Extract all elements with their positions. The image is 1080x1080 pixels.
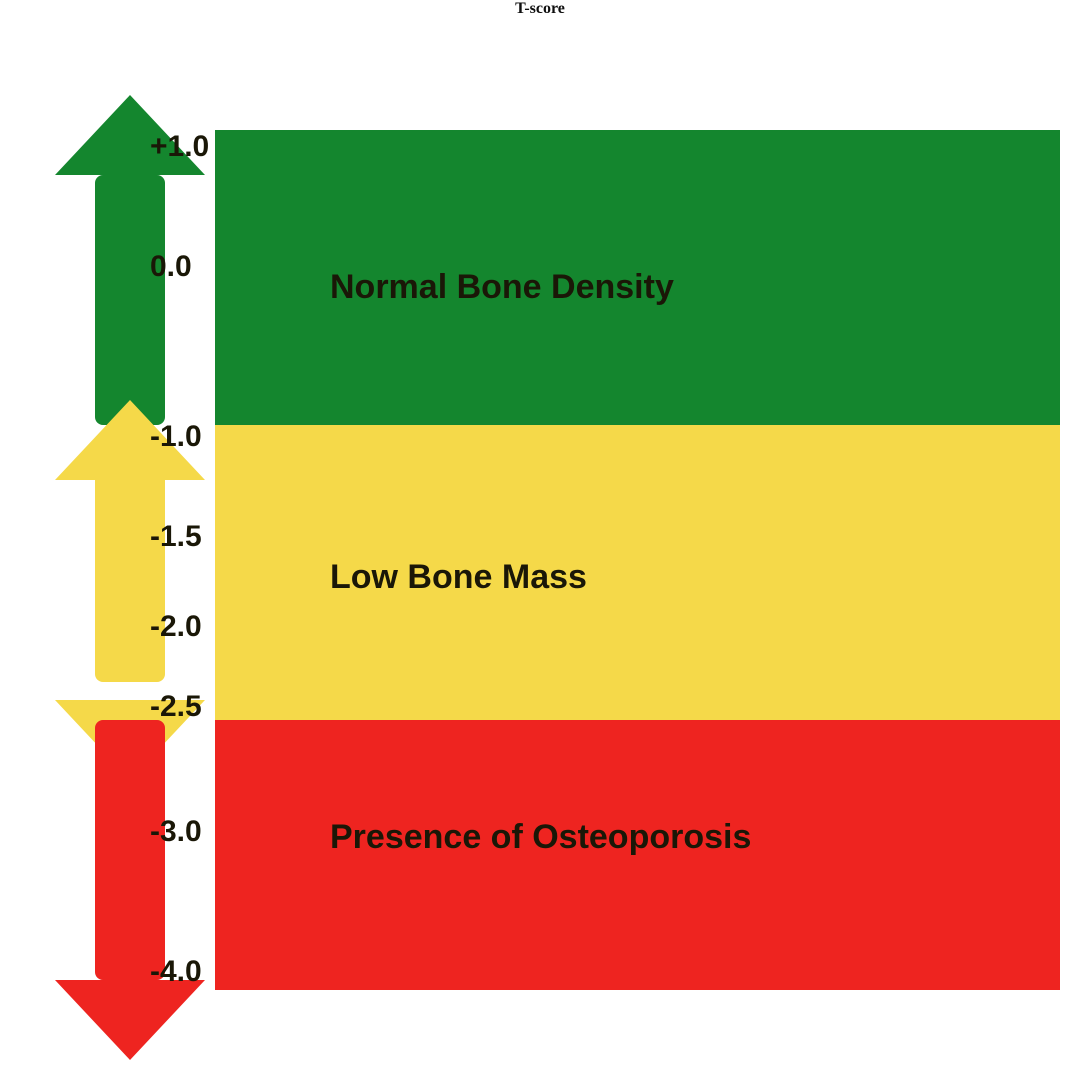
tick-1: 0.0 <box>150 250 192 284</box>
arrow-head-down-osteo <box>55 980 205 1060</box>
tick-4: -2.0 <box>150 610 202 644</box>
tick-0: +1.0 <box>150 130 209 164</box>
arrow-shaft-normal <box>95 175 165 425</box>
band-label-osteo: Presence of Osteoporosis <box>330 818 751 857</box>
tick-5: -2.5 <box>150 690 202 724</box>
band-label-low: Low Bone Mass <box>330 558 587 597</box>
band-label-normal: Normal Bone Density <box>330 268 674 307</box>
tscore-diagram: Normal Bone Density Low Bone Mass Presence… <box>0 0 1080 1080</box>
tick-3: -1.5 <box>150 520 202 554</box>
tick-2: -1.0 <box>150 420 202 454</box>
arrow-shaft-osteo <box>95 720 165 980</box>
arrow-shaft-low <box>95 470 165 682</box>
tick-7: -4.0 <box>150 955 202 989</box>
tick-6: -3.0 <box>150 815 202 849</box>
